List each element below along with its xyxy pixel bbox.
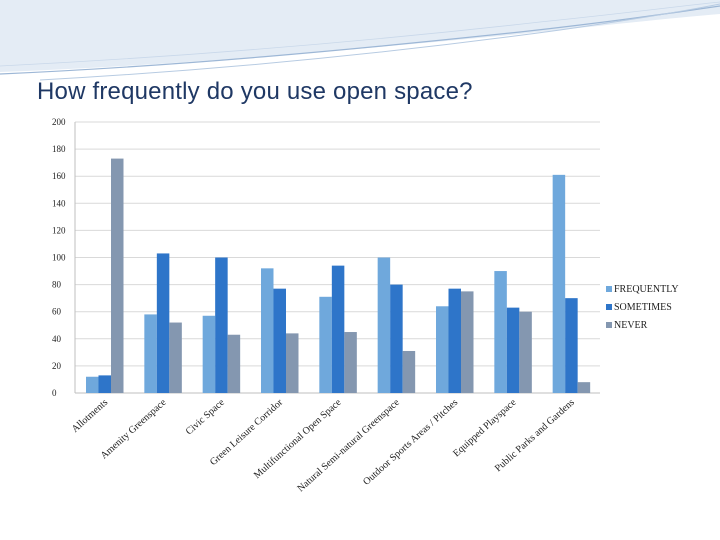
category-label: Outdoor Sports Areas / Pitches bbox=[361, 397, 460, 488]
y-tick-label: 180 bbox=[52, 144, 66, 154]
bar-never-5 bbox=[344, 332, 357, 393]
bar-frequently-8 bbox=[494, 271, 507, 393]
header-swoosh bbox=[0, 0, 720, 81]
category-label: Natural Semi-natural Greenspace bbox=[295, 397, 402, 495]
y-tick-labels: 0 20 40 60 80 100 120 140 160 180 200 bbox=[52, 117, 66, 398]
legend-label: SOMETIMES bbox=[614, 302, 672, 313]
bar-never-1 bbox=[111, 158, 124, 393]
y-tick-label: 20 bbox=[52, 361, 62, 371]
bar-never-4 bbox=[286, 333, 299, 393]
category-label: Civic Space bbox=[184, 397, 227, 438]
legend: FREQUENTLY SOMETIMES NEVER bbox=[606, 284, 679, 331]
bar-sometimes-7 bbox=[448, 288, 461, 393]
legend-swatch bbox=[606, 304, 612, 310]
bar-never-9 bbox=[577, 382, 591, 393]
y-tick-label: 80 bbox=[52, 280, 62, 290]
category-label: Equipped Playspace bbox=[451, 397, 519, 460]
y-tick-label: 100 bbox=[52, 253, 66, 263]
page-title: How frequently do you use open space? bbox=[37, 78, 473, 105]
y-tick-label: 0 bbox=[52, 388, 57, 398]
bar-frequently-4 bbox=[261, 268, 274, 393]
bar-sometimes-4 bbox=[273, 288, 286, 393]
bar-sometimes-1 bbox=[98, 375, 111, 393]
bar-frequently-5 bbox=[319, 296, 332, 393]
bar-frequently-3 bbox=[202, 315, 216, 393]
y-tick-label: 140 bbox=[52, 198, 66, 208]
bars bbox=[86, 158, 591, 393]
y-tick-label: 40 bbox=[52, 334, 62, 344]
bar-frequently-1 bbox=[86, 376, 99, 393]
y-tick-label: 120 bbox=[52, 225, 66, 235]
bar-never-7 bbox=[461, 291, 474, 393]
legend-swatch bbox=[606, 322, 612, 328]
bar-frequently-6 bbox=[377, 257, 391, 393]
legend-label: FREQUENTLY bbox=[614, 284, 679, 295]
legend-swatch bbox=[606, 286, 612, 292]
bar-sometimes-2 bbox=[156, 253, 170, 393]
bar-sometimes-9 bbox=[565, 298, 578, 393]
category-label: Allotments bbox=[70, 397, 110, 435]
bar-sometimes-3 bbox=[215, 257, 228, 393]
bar-never-2 bbox=[169, 322, 182, 393]
y-tick-label: 160 bbox=[52, 171, 66, 181]
bar-never-8 bbox=[519, 311, 532, 393]
legend-label: NEVER bbox=[614, 320, 648, 331]
bar-sometimes-6 bbox=[390, 284, 403, 393]
bar-sometimes-8 bbox=[506, 307, 520, 393]
bar-frequently-7 bbox=[436, 306, 449, 393]
bar-sometimes-5 bbox=[331, 265, 345, 393]
bar-frequently-9 bbox=[552, 174, 566, 393]
y-tick-label: 60 bbox=[52, 307, 62, 317]
y-tick-label: 200 bbox=[52, 117, 66, 127]
bar-frequently-2 bbox=[144, 314, 157, 393]
category-label: Amenity Greenspace bbox=[99, 397, 169, 462]
bar-never-3 bbox=[227, 334, 241, 393]
bar-never-6 bbox=[402, 350, 416, 393]
